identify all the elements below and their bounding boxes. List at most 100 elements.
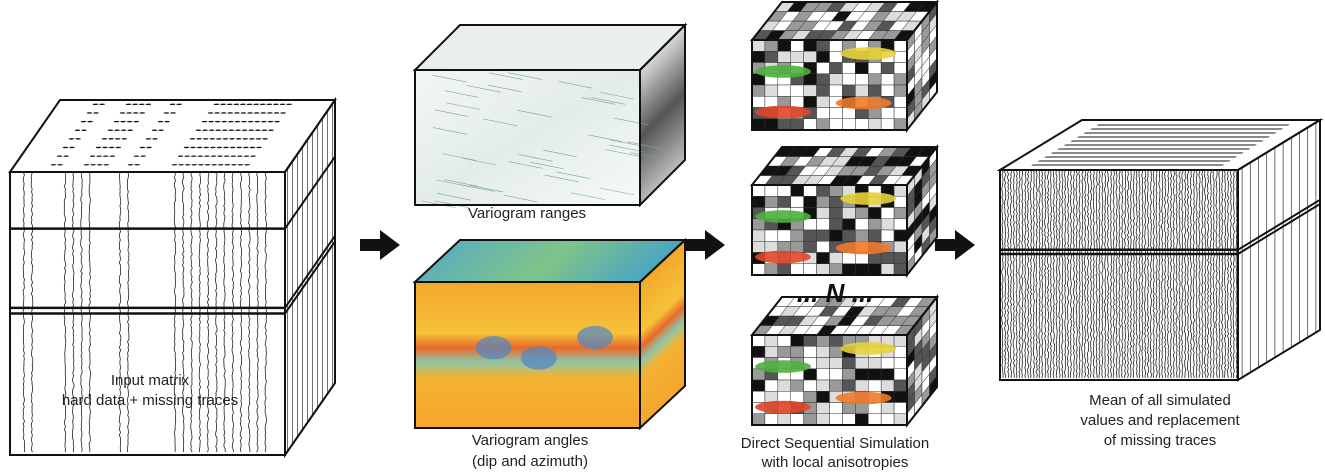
cell (868, 119, 881, 130)
cell (830, 185, 843, 196)
cell (881, 219, 894, 230)
cell (752, 40, 765, 51)
caption: Direct Sequential Simulation (741, 435, 929, 452)
caption: hard data + missing traces (62, 392, 238, 409)
blob (577, 326, 613, 349)
arrow (685, 230, 725, 260)
cell (752, 414, 765, 425)
cell (765, 51, 778, 62)
cell (817, 185, 830, 196)
cell (778, 119, 791, 130)
blob (521, 346, 557, 369)
cell (817, 380, 830, 391)
cell (842, 85, 855, 96)
cell (765, 414, 778, 425)
cell (804, 241, 817, 252)
cell (752, 380, 765, 391)
cell (817, 219, 830, 230)
caption: with local anisotropies (761, 454, 909, 471)
cell (868, 208, 881, 219)
cell (817, 241, 830, 252)
cube-top (415, 25, 685, 70)
anisotropy (840, 342, 896, 355)
anisotropy (755, 65, 811, 78)
cell (830, 264, 843, 275)
cell (842, 119, 855, 130)
cell (817, 230, 830, 241)
cell (894, 414, 907, 425)
cell (752, 335, 765, 346)
cell (894, 108, 907, 119)
anisotropy (755, 360, 811, 373)
cell (778, 264, 791, 275)
cell (868, 230, 881, 241)
cell (817, 358, 830, 369)
cell (868, 358, 881, 369)
cell (817, 51, 830, 62)
cell (778, 40, 791, 51)
cell (855, 230, 868, 241)
cell (830, 85, 843, 96)
cell (765, 380, 778, 391)
cell (765, 185, 778, 196)
cell (804, 346, 817, 357)
cell (765, 196, 778, 207)
cell (881, 380, 894, 391)
arrow (360, 230, 400, 260)
cell (868, 85, 881, 96)
cell (830, 108, 843, 119)
caption: Input matrix (111, 372, 190, 389)
cell (752, 51, 765, 62)
cell (804, 335, 817, 346)
cell (804, 414, 817, 425)
cell (868, 403, 881, 414)
cell (804, 96, 817, 107)
cell (830, 208, 843, 219)
cell (804, 85, 817, 96)
caption: of missing traces (1104, 432, 1217, 449)
cell (830, 219, 843, 230)
cell (881, 85, 894, 96)
cell (830, 40, 843, 51)
cell (765, 40, 778, 51)
cell (804, 264, 817, 275)
anisotropy (755, 106, 811, 119)
cell (817, 253, 830, 264)
cell (868, 63, 881, 74)
cell (778, 335, 791, 346)
cell (855, 369, 868, 380)
face-fill (415, 70, 640, 205)
cell (791, 264, 804, 275)
anisotropy (755, 210, 811, 223)
cell (765, 96, 778, 107)
cell (765, 335, 778, 346)
cell (868, 219, 881, 230)
cell (830, 358, 843, 369)
cell (752, 185, 765, 196)
cell (894, 253, 907, 264)
cell (894, 358, 907, 369)
cell (791, 391, 804, 402)
cell (894, 380, 907, 391)
cell (765, 264, 778, 275)
cell (817, 335, 830, 346)
cell (804, 391, 817, 402)
cell (842, 414, 855, 425)
cell (830, 380, 843, 391)
cell (842, 369, 855, 380)
cell (778, 196, 791, 207)
cell (817, 108, 830, 119)
cell (881, 414, 894, 425)
cell (830, 63, 843, 74)
cell (830, 74, 843, 85)
cell (830, 230, 843, 241)
cell (830, 335, 843, 346)
cube-front (752, 185, 907, 275)
cell (778, 85, 791, 96)
cell (765, 119, 778, 130)
cell (765, 346, 778, 357)
cell (881, 369, 894, 380)
cell (752, 96, 765, 107)
cell (791, 230, 804, 241)
cell (842, 264, 855, 275)
